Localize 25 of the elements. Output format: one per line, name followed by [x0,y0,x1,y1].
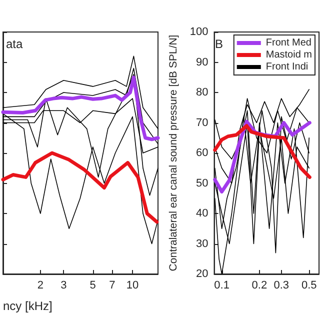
annotation: B [215,37,224,51]
x-tick-label: 0.1 [214,280,230,292]
legend-label: Front Med [266,38,312,48]
legend-label: Mastoid m [266,50,312,60]
y-tick-label: 100 [190,26,208,38]
x-tick-label: 0.2 [252,280,268,292]
x-tick-label: 5 [90,280,96,292]
y-tick-label: 60 [196,147,208,159]
y-tick-label: 40 [196,208,208,220]
x-axis-title: ncy [kHz] [3,299,52,313]
x-tick-label: 7 [109,280,116,292]
y-tick-label: 80 [196,86,208,98]
x-tick-label: 10 [126,280,139,292]
annotation: ata [6,37,24,51]
y-tick-label: 90 [196,56,208,68]
y-tick-label: 50 [196,177,208,190]
x-tick-label: 3 [60,280,67,292]
x-tick-label: 2 [37,280,44,292]
x-tick-label: 0.5 [301,280,317,292]
x-tick-label: 0.3 [274,280,290,292]
legend-label: Front Indi [266,62,308,72]
y-tick-label: 70 [196,116,208,129]
y-tick-label: 20 [196,268,208,280]
y-axis-title: Contralateral ear canal sound pressure [dB SPL/N] [168,34,180,272]
y-tick-label: 30 [196,238,208,250]
